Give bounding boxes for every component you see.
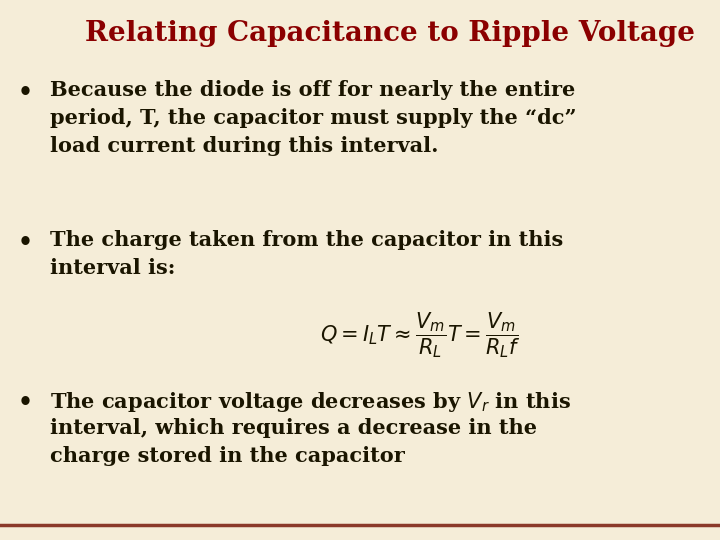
Text: $Q = I_L T \approx \dfrac{V_m}{R_L} T = \dfrac{V_m}{R_L f}$: $Q = I_L T \approx \dfrac{V_m}{R_L} T = … [320, 310, 521, 360]
Text: charge stored in the capacitor: charge stored in the capacitor [50, 446, 405, 466]
Text: •: • [18, 390, 33, 414]
Text: The capacitor voltage decreases by $V_r$ in this: The capacitor voltage decreases by $V_r$… [50, 390, 571, 414]
Text: Relating Capacitance to Ripple Voltage: Relating Capacitance to Ripple Voltage [85, 20, 695, 47]
Text: interval is:: interval is: [50, 258, 176, 278]
Text: •: • [18, 230, 33, 254]
Text: period, T, the capacitor must supply the “dc”: period, T, the capacitor must supply the… [50, 108, 577, 128]
Text: interval, which requires a decrease in the: interval, which requires a decrease in t… [50, 418, 537, 438]
Text: load current during this interval.: load current during this interval. [50, 136, 438, 156]
Text: The charge taken from the capacitor in this: The charge taken from the capacitor in t… [50, 230, 563, 250]
Text: •: • [18, 80, 33, 104]
Text: Because the diode is off for nearly the entire: Because the diode is off for nearly the … [50, 80, 575, 100]
